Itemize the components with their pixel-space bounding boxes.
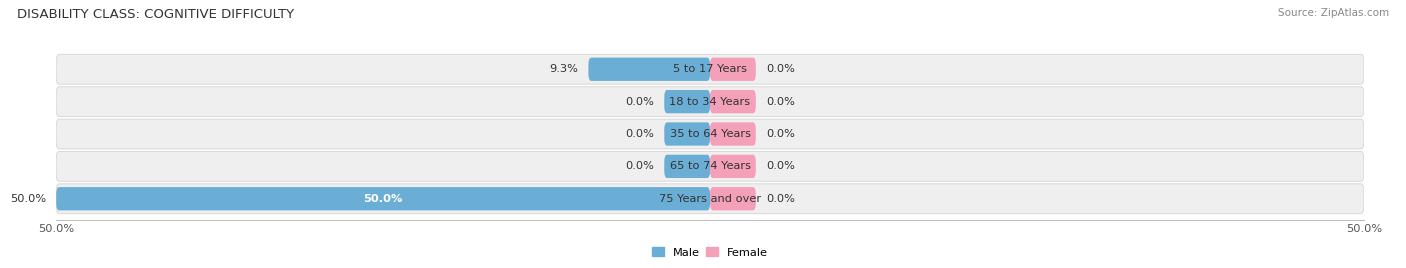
FancyBboxPatch shape — [664, 155, 710, 178]
FancyBboxPatch shape — [710, 155, 756, 178]
FancyBboxPatch shape — [710, 58, 756, 81]
Text: 0.0%: 0.0% — [624, 161, 654, 171]
Text: 9.3%: 9.3% — [550, 64, 578, 74]
Text: 0.0%: 0.0% — [624, 129, 654, 139]
Text: 18 to 34 Years: 18 to 34 Years — [669, 97, 751, 107]
Text: 0.0%: 0.0% — [766, 129, 796, 139]
FancyBboxPatch shape — [56, 54, 1364, 84]
FancyBboxPatch shape — [710, 187, 756, 210]
FancyBboxPatch shape — [664, 90, 710, 113]
Text: 0.0%: 0.0% — [766, 194, 796, 204]
FancyBboxPatch shape — [664, 122, 710, 146]
FancyBboxPatch shape — [56, 184, 1364, 214]
FancyBboxPatch shape — [56, 87, 1364, 117]
Legend: Male, Female: Male, Female — [648, 243, 772, 262]
FancyBboxPatch shape — [56, 151, 1364, 181]
FancyBboxPatch shape — [56, 119, 1364, 149]
Text: DISABILITY CLASS: COGNITIVE DIFFICULTY: DISABILITY CLASS: COGNITIVE DIFFICULTY — [17, 8, 294, 21]
FancyBboxPatch shape — [589, 58, 710, 81]
Text: 0.0%: 0.0% — [766, 161, 796, 171]
FancyBboxPatch shape — [56, 187, 710, 210]
Text: 35 to 64 Years: 35 to 64 Years — [669, 129, 751, 139]
Text: 5 to 17 Years: 5 to 17 Years — [673, 64, 747, 74]
Text: 50.0%: 50.0% — [363, 194, 404, 204]
Text: 50.0%: 50.0% — [10, 194, 46, 204]
Text: 65 to 74 Years: 65 to 74 Years — [669, 161, 751, 171]
Text: 0.0%: 0.0% — [766, 64, 796, 74]
Text: Source: ZipAtlas.com: Source: ZipAtlas.com — [1278, 8, 1389, 18]
Text: 75 Years and over: 75 Years and over — [659, 194, 761, 204]
FancyBboxPatch shape — [710, 122, 756, 146]
Text: 0.0%: 0.0% — [766, 97, 796, 107]
FancyBboxPatch shape — [710, 90, 756, 113]
Text: 0.0%: 0.0% — [624, 97, 654, 107]
